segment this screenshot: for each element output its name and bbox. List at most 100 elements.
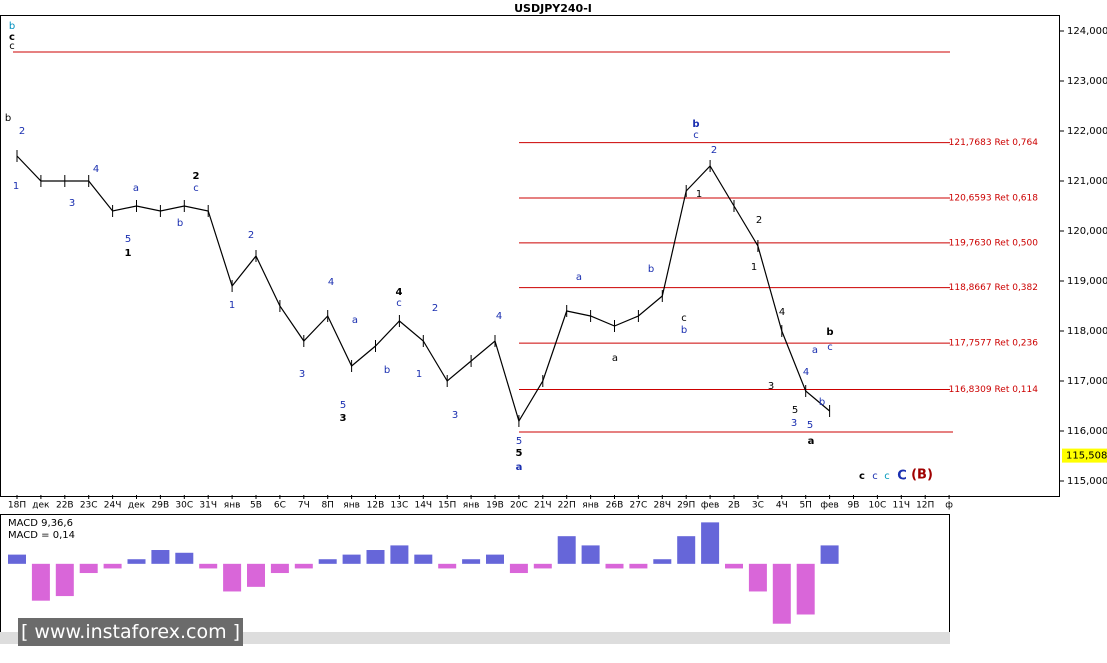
wave-label: 5 — [125, 234, 131, 245]
wave-label: c — [693, 130, 699, 141]
x-tick-label: 19В — [486, 501, 504, 511]
x-tick-label: 2В — [728, 501, 740, 511]
wave-label: b — [177, 218, 183, 229]
y-tick-label: 115,000 — [1067, 476, 1107, 487]
x-tick-label: 18П — [8, 501, 26, 511]
x-tick-label: 6С — [274, 501, 286, 511]
x-tick-label: ф — [945, 501, 953, 511]
chart-title: USDJPY240-I — [514, 2, 592, 15]
wave-label: 5 — [516, 436, 522, 447]
macd-bar — [55, 563, 74, 597]
wave-label: a — [612, 353, 618, 364]
wave-label: 2 — [711, 145, 717, 156]
x-tick-label: 29В — [152, 501, 170, 511]
wave-label: c — [9, 41, 15, 52]
wave-label: 2 — [19, 126, 25, 137]
macd-bar — [486, 554, 504, 564]
wave-label: 5 — [807, 420, 813, 431]
wave-label: 1 — [13, 181, 19, 192]
x-tick-label: янв — [582, 501, 599, 511]
macd-bar — [151, 550, 170, 564]
y-tick-label: 119,000 — [1067, 276, 1107, 287]
macd-bar — [605, 563, 624, 569]
wave-label: c — [827, 342, 833, 353]
x-tick-label: 22В — [56, 501, 74, 511]
macd-bar — [748, 563, 767, 592]
wave-label: 1 — [751, 262, 757, 273]
x-tick-label: 15П — [438, 501, 456, 511]
wave-label: 1 — [416, 369, 422, 380]
macd-bar — [701, 522, 720, 564]
wave-label: b — [384, 365, 390, 376]
wave-label: a — [352, 315, 358, 326]
wave-label: b — [819, 397, 825, 408]
wave-label: b — [692, 119, 699, 130]
price-line — [16, 155, 830, 423]
macd-bar — [677, 536, 696, 564]
macd-bar — [438, 563, 457, 569]
x-tick-label: 31Ч — [199, 501, 217, 511]
x-tick-label: 26В — [606, 501, 624, 511]
x-tick-label: янв — [343, 501, 360, 511]
x-tick-label: 5В — [250, 501, 262, 511]
y-tick-label: 122,000 — [1067, 126, 1107, 137]
macd-bar — [103, 563, 122, 569]
x-tick-label: 10С — [869, 501, 887, 511]
macd-bar — [462, 559, 481, 564]
y-tick-label: 120,000 — [1067, 226, 1107, 237]
wave-label: 3 — [791, 418, 797, 429]
wave-label: 3 — [299, 369, 305, 380]
wave-label: b — [681, 325, 687, 336]
wave-label: a — [576, 272, 582, 283]
x-tick-label: янв — [224, 501, 241, 511]
plot-frame — [0, 15, 1060, 497]
y-tick-label: 117,000 — [1067, 376, 1107, 387]
y-tick-label: 116,000 — [1067, 426, 1107, 437]
wave-label: 1 — [229, 300, 235, 311]
fib-label: 121,7683 Ret 0,764 — [949, 138, 1039, 148]
x-tick-label: 30С — [175, 501, 193, 511]
wave-label: 2 — [248, 230, 254, 241]
macd-value: MACD = 0,14 — [8, 530, 75, 541]
wave-label: 5 — [516, 448, 523, 459]
wave-label: 1 — [696, 189, 702, 200]
wave-label: 2 — [756, 215, 762, 226]
macd-bar — [390, 545, 409, 564]
macd-bar — [79, 563, 98, 574]
y-tick-label: 121,000 — [1067, 176, 1107, 187]
fib-label: 119,7630 Ret 0,500 — [949, 238, 1039, 248]
macd-bar — [270, 563, 289, 574]
wave-label: 5 — [792, 405, 798, 416]
macd-bar — [247, 563, 265, 587]
x-tick-label: янв — [463, 501, 480, 511]
macd-bar — [509, 563, 528, 574]
x-tick-label: 12В — [367, 501, 385, 511]
y-tick-label: 118,000 — [1067, 326, 1107, 337]
wave-label: c — [681, 313, 687, 324]
x-tick-label: 14Ч — [414, 501, 432, 511]
wave-label: c — [193, 183, 199, 194]
macd-bar — [199, 563, 218, 569]
wave-label: (B) — [911, 468, 933, 483]
macd-bar — [653, 559, 672, 564]
wave-label: c — [859, 471, 865, 482]
wave-label: c — [872, 471, 878, 482]
wave-label: a — [812, 345, 818, 356]
x-tick-label: 22П — [558, 501, 576, 511]
y-tick-label: 124,000 — [1067, 26, 1107, 37]
x-tick-label: дек — [32, 501, 50, 511]
x-tick-label: 23С — [80, 501, 98, 511]
wave-label: 1 — [125, 248, 132, 259]
x-tick-label: 13С — [391, 501, 409, 511]
wave-label: 3 — [768, 381, 774, 392]
wave-label: b — [648, 264, 654, 275]
x-tick-label: 28Ч — [653, 501, 671, 511]
macd-bar — [533, 563, 552, 569]
wave-label: 3 — [340, 413, 347, 424]
x-tick-label: дек — [128, 501, 146, 511]
macd-bar — [414, 554, 433, 564]
macd-bar — [294, 563, 313, 569]
x-tick-label: фев — [820, 501, 839, 511]
